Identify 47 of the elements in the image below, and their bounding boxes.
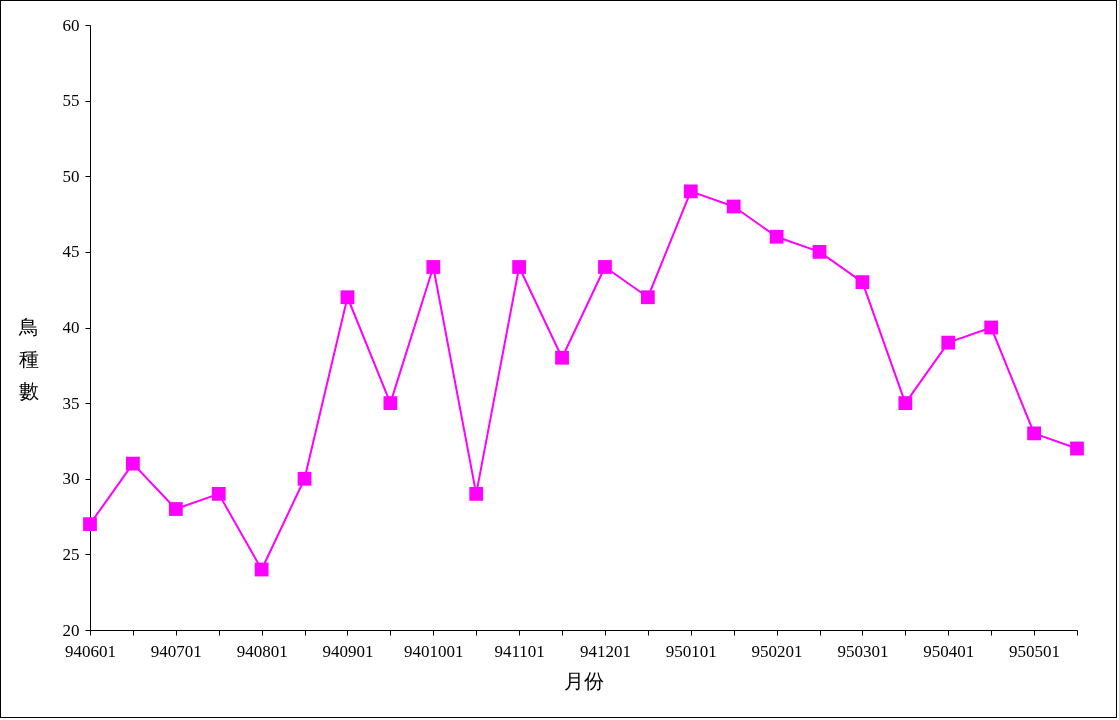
point — [683, 184, 698, 199]
point — [984, 320, 999, 335]
x-tick-label: 940901 — [322, 641, 374, 661]
x-tick-label: 940801 — [236, 641, 288, 661]
y-tick-label: 30 — [62, 469, 80, 489]
point — [211, 486, 226, 501]
y-tick-label: 40 — [62, 318, 80, 337]
y-tick-label: 45 — [62, 242, 80, 262]
x-tick-label: 940701 — [150, 641, 202, 661]
point — [769, 229, 784, 244]
x-tick-label: 9401001 — [404, 641, 464, 661]
y-tick-label: 20 — [62, 620, 80, 640]
x-tick-label: 941201 — [579, 641, 631, 661]
x-tick-label: 950301 — [837, 641, 889, 661]
point — [297, 471, 312, 486]
point — [855, 275, 870, 290]
x-tick-label: 950401 — [923, 641, 975, 661]
point — [126, 456, 140, 471]
y-tick-label: 25 — [62, 544, 80, 564]
point — [1027, 426, 1041, 441]
x-tick-label: 950201 — [751, 641, 803, 661]
point — [426, 260, 441, 274]
point — [512, 260, 527, 274]
y-axis-title: 鳥種數 — [17, 316, 39, 402]
point — [941, 335, 956, 350]
y-tick-label: 50 — [62, 166, 80, 186]
point — [598, 260, 612, 274]
x-axis-title: 月份 — [564, 669, 604, 692]
point — [168, 502, 183, 516]
x-tick-label: 950101 — [665, 641, 717, 661]
point — [555, 350, 569, 365]
y-tick-label: 60 — [62, 15, 80, 35]
y-tick-label: 35 — [62, 393, 80, 413]
y-tick-label: 55 — [62, 91, 80, 111]
point — [1070, 441, 1084, 456]
point — [469, 486, 484, 501]
point — [640, 290, 655, 305]
point — [726, 199, 741, 214]
point — [340, 290, 355, 305]
point — [898, 396, 913, 411]
x-tick-label: 941101 — [494, 641, 545, 661]
x-tick-label: 940601 — [65, 641, 116, 661]
x-tick-label: 950501 — [1009, 641, 1061, 661]
point — [254, 562, 269, 577]
point — [383, 396, 398, 411]
point — [812, 244, 827, 259]
point — [83, 517, 97, 532]
